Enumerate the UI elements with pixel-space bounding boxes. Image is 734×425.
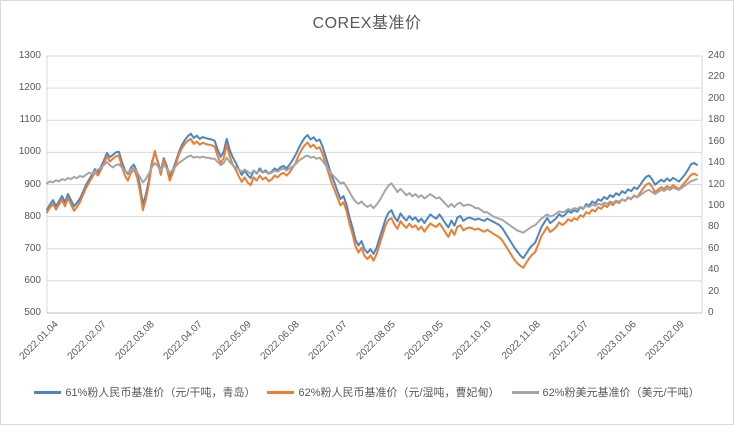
legend-line-swatch-icon [267,390,295,394]
right-axis-tick-label: 20 [708,285,720,297]
legend-line-swatch-icon [34,390,62,394]
right-axis-tick-label: 60 [708,242,720,254]
left-axis-tick-label: 1100 [19,114,41,126]
series-line-62pct-usd [46,154,698,234]
chart-title: COREX基准价 [312,15,422,32]
right-axis-tick-label: 180 [708,114,725,126]
legend-label: 62%粉人民币基准价（元/湿吨，曹妃甸） [298,387,500,399]
series-line-62pct-rmb-caofeidian [46,137,698,269]
left-axis-tick-label: 600 [24,274,41,286]
chart-legend: 61%粉人民币基准价（元/干吨，青岛） 62%粉人民币基准价（元/湿吨，曹妃甸） 6… [1,384,733,400]
right-axis-tick-label: 0 [708,307,714,318]
left-axis-tick-label: 1200 [18,82,41,94]
left-axis-tick-label: 1000 [18,146,41,158]
legend-label: 61%粉人民币基准价（元/干吨，青岛） [65,387,256,399]
right-axis-tick-label: 240 [708,50,725,61]
legend-item-62pct-rmb-caofeidian: 62%粉人民币基准价（元/湿吨，曹妃甸） [267,384,500,400]
right-axis-tick-label: 160 [708,135,725,147]
legend-item-62pct-usd: 62%粉美元基准价（美元/干吨） [511,384,700,400]
right-axis-tick-label: 40 [708,264,720,276]
left-axis-tick-label: 900 [24,178,41,190]
legend-line-swatch-icon [511,390,539,394]
right-axis-tick-label: 140 [708,157,725,169]
legend-item-61pct-rmb-qingdao: 61%粉人民币基准价（元/干吨，青岛） [34,384,255,400]
right-axis-tick-label: 80 [708,221,720,233]
right-axis-tick-label: 100 [708,199,725,211]
left-axis-tick-label: 1300 [18,50,41,61]
left-axis-tick-label: 500 [24,307,41,318]
right-axis-tick-label: 120 [708,178,725,190]
right-axis-tick-label: 200 [708,92,725,104]
right-axis-tick-label: 220 [708,71,725,83]
legend-label: 62%粉美元基准价（美元/干吨） [542,387,700,399]
left-axis-tick-label: 800 [24,210,41,222]
left-axis-tick-label: 700 [24,242,41,254]
